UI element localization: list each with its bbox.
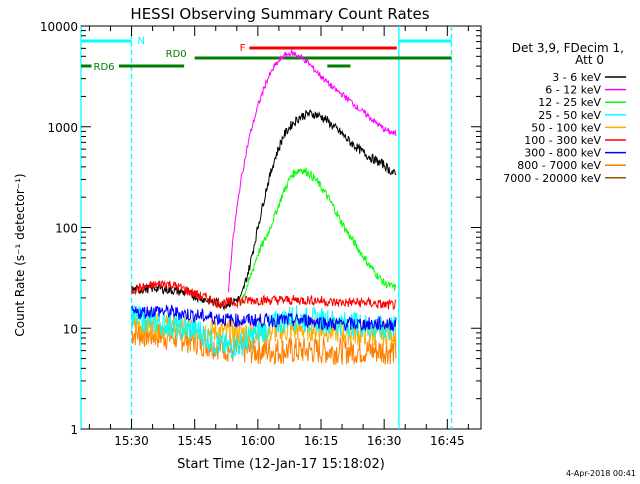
- chart-title: HESSI Observing Summary Count Rates: [130, 5, 429, 23]
- y-tick-label-2: 100: [55, 222, 78, 236]
- y-tick-label-0: 1: [70, 423, 78, 437]
- legend-header-line-1: Det 3,9, FDecim 1,: [512, 41, 624, 55]
- annotation-label-f: F: [240, 43, 246, 54]
- annotation-label-rd6: RD6: [94, 62, 115, 73]
- legend-label-7: 800 - 7000 keV: [517, 159, 601, 172]
- series-line-6: [131, 304, 397, 332]
- x-tick-label-5: 16:45: [430, 434, 465, 448]
- y-axis-label: Count Rate (s⁻¹ detector⁻¹): [13, 173, 27, 336]
- annotation-label-n: N: [138, 36, 145, 47]
- series-line-2: [240, 168, 397, 305]
- y-tick-label-4: 10000: [40, 20, 78, 34]
- x-tick-label-1: 15:45: [177, 434, 212, 448]
- x-tick-label-3: 16:15: [304, 434, 339, 448]
- x-tick-label-2: 16:00: [241, 434, 276, 448]
- series-line-0: [131, 108, 397, 311]
- series-line-7: [131, 319, 397, 366]
- x-tick-label-4: 16:30: [367, 434, 402, 448]
- y-tick-label-3: 1000: [47, 121, 78, 135]
- series-line-5: [131, 279, 397, 311]
- legend-header-line-2: Att 0: [575, 53, 604, 67]
- legend-label-5: 100 - 300 keV: [524, 134, 601, 147]
- legend-label-0: 3 - 6 keV: [552, 71, 601, 84]
- footer-text: 4-Apr-2018 00:41: [566, 469, 636, 478]
- x-axis-label: Start Time (12-Jan-17 15:18:02): [177, 457, 385, 472]
- annotation-label-rd0: RD0: [166, 49, 187, 60]
- legend-label-3: 25 - 50 keV: [538, 109, 601, 122]
- series-line-1: [227, 48, 397, 293]
- legend-label-4: 50 - 100 keV: [531, 121, 601, 134]
- x-tick-label-0: 15:30: [114, 434, 149, 448]
- legend-label-1: 6 - 12 keV: [545, 84, 601, 97]
- plot-area: 1 10 100 1000 10000 15:30 15:45 16:00 16:15 16:30…: [40, 20, 482, 448]
- legend-label-6: 300 - 800 keV: [524, 147, 601, 160]
- y-tick-label-1: 10: [63, 322, 78, 336]
- legend-label-2: 12 - 25 keV: [538, 96, 601, 109]
- series-line-3: [131, 304, 397, 359]
- legend-label-8: 7000 - 20000 keV: [503, 172, 601, 185]
